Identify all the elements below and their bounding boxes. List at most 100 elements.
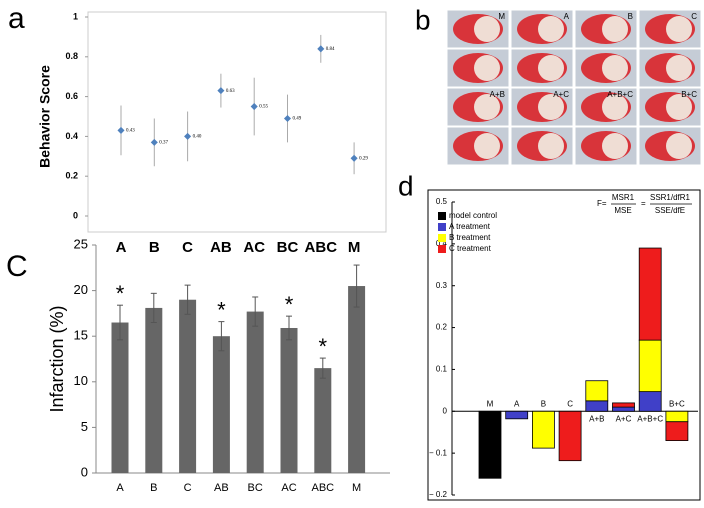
x-tick-label: B	[541, 399, 546, 408]
y-tick-label: 0	[443, 406, 448, 415]
panel-label: a	[8, 2, 25, 35]
image-label: C	[691, 12, 697, 21]
bar	[246, 311, 264, 473]
image-label: A+B	[490, 90, 505, 99]
y-tick-label: 0.6	[65, 91, 78, 101]
value-label: 0.84	[326, 47, 335, 52]
brain-infarct	[666, 55, 692, 81]
plot-frame	[87, 11, 387, 233]
panel-label: b	[415, 4, 431, 35]
x-tick-label: AC	[243, 239, 265, 256]
bar-segment	[585, 400, 609, 412]
formula: F=	[597, 199, 607, 208]
significance-mark: *	[116, 281, 125, 306]
panel-label: C	[6, 250, 28, 283]
value-label: 0.49	[293, 117, 302, 122]
bar-segment	[665, 410, 689, 423]
brain-infarct	[602, 55, 628, 81]
bar-segment	[638, 391, 662, 412]
image-label: A+B+C	[607, 90, 633, 99]
point	[150, 138, 158, 146]
y-tick-label: − 0.2	[429, 490, 448, 499]
image-label: A	[564, 12, 570, 21]
value-label: 0.43	[126, 129, 135, 134]
y-tick-label: 20	[74, 282, 88, 297]
bar	[348, 286, 366, 473]
x-tick-label: C	[184, 482, 192, 494]
significance-mark: *	[217, 297, 226, 322]
value-label: 0.55	[259, 105, 268, 110]
value-label: 0.37	[159, 141, 168, 146]
brain-infarct	[666, 94, 692, 120]
x-tick-label: A+B	[589, 414, 604, 423]
x-tick-label: A	[116, 239, 127, 256]
y-tick-label: 0.4	[65, 131, 78, 141]
point	[217, 87, 225, 95]
brain-infarct	[538, 55, 564, 81]
legend-swatch	[438, 212, 446, 220]
value-label: 0.29	[359, 156, 368, 161]
brain-infarct	[474, 94, 500, 120]
x-tick-label: A+B+C	[637, 414, 663, 423]
brain-infarct	[666, 133, 692, 159]
y-tick-label: 0	[81, 464, 88, 479]
x-tick-label: M	[352, 482, 361, 494]
image-label: B	[628, 12, 633, 21]
x-tick-label: BC	[277, 239, 299, 256]
y-tick-label: 0.5	[436, 197, 448, 206]
brain-infarct	[474, 55, 500, 81]
legend-label: C treatment	[449, 244, 492, 253]
significance-mark: *	[319, 334, 328, 359]
x-tick-label: BC	[248, 482, 263, 494]
brain-infarct	[666, 16, 692, 42]
bar-segment	[505, 410, 529, 420]
formula: SSE/dfE	[655, 206, 685, 215]
bar	[145, 307, 163, 473]
bar-segment	[612, 402, 635, 408]
legend-label: B treatment	[449, 233, 491, 242]
legend-label: model control	[449, 211, 497, 220]
y-tick-label: 0.2	[65, 171, 78, 181]
y-tick-label: 0.3	[436, 281, 448, 290]
bar	[179, 299, 197, 473]
bar-segment	[478, 410, 502, 479]
x-tick-label: ABC	[311, 482, 334, 494]
point	[250, 103, 258, 111]
bar-segment	[558, 410, 582, 462]
bar-segment	[612, 406, 635, 412]
y-tick-label: 15	[74, 328, 88, 343]
x-tick-label: AB	[210, 239, 232, 256]
bar-segment	[532, 410, 555, 449]
x-tick-label: A	[116, 482, 124, 494]
brain-infarct	[538, 94, 564, 120]
point	[184, 132, 192, 140]
bar-segment	[585, 380, 609, 402]
y-axis-label: Behavior Score	[37, 65, 53, 168]
image-label: B+C	[681, 90, 697, 99]
point	[350, 154, 358, 162]
plot-frame	[427, 189, 701, 501]
legend-swatch	[438, 223, 446, 231]
x-tick-label: B	[149, 239, 160, 256]
x-tick-label: M	[348, 239, 361, 256]
value-label: 0.63	[226, 89, 235, 94]
y-tick-label: 0.4	[436, 239, 448, 248]
x-tick-label: AB	[214, 482, 229, 494]
x-tick-label: B	[150, 482, 157, 494]
bar	[314, 368, 332, 473]
bar	[280, 327, 298, 473]
x-tick-label: B+C	[669, 399, 685, 408]
bar-segment	[638, 339, 662, 393]
formula: MSE	[614, 206, 631, 215]
brain-infarct	[602, 94, 628, 120]
brain-infarct	[474, 133, 500, 159]
x-tick-label: M	[487, 399, 494, 408]
brain-infarct	[602, 133, 628, 159]
x-tick-label: C	[182, 239, 193, 256]
y-tick-label: 25	[74, 236, 88, 251]
point	[317, 45, 325, 53]
y-tick-label: − 0.1	[429, 448, 448, 457]
y-tick-label: 10	[74, 373, 88, 388]
x-tick-label: ABC	[305, 239, 338, 256]
